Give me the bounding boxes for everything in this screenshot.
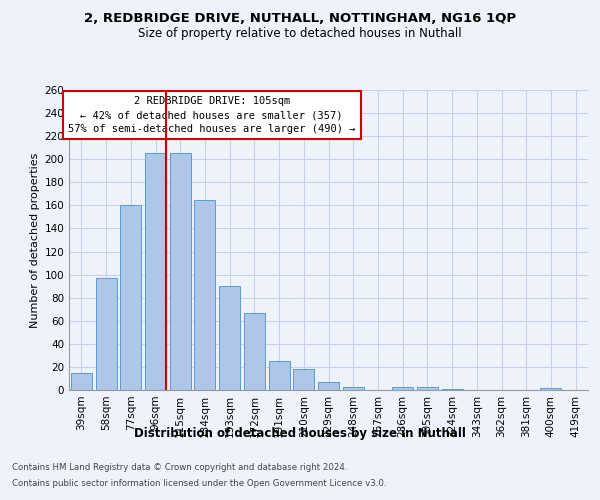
Bar xyxy=(417,386,438,390)
Bar xyxy=(95,278,116,390)
Text: 2 REDBRIDGE DRIVE: 105sqm
← 42% of detached houses are smaller (357)
57% of semi: 2 REDBRIDGE DRIVE: 105sqm ← 42% of detac… xyxy=(68,96,355,134)
Y-axis label: Number of detached properties: Number of detached properties xyxy=(30,152,40,328)
Bar xyxy=(293,369,314,390)
Bar xyxy=(120,206,141,390)
Text: Distribution of detached houses by size in Nuthall: Distribution of detached houses by size … xyxy=(134,428,466,440)
Text: Contains HM Land Registry data © Crown copyright and database right 2024.: Contains HM Land Registry data © Crown c… xyxy=(12,464,347,472)
Bar xyxy=(71,372,92,390)
Bar xyxy=(170,154,191,390)
Text: Size of property relative to detached houses in Nuthall: Size of property relative to detached ho… xyxy=(138,28,462,40)
Bar xyxy=(244,312,265,390)
Bar xyxy=(442,389,463,390)
Bar xyxy=(343,386,364,390)
Bar xyxy=(392,386,413,390)
Bar xyxy=(269,361,290,390)
Bar xyxy=(318,382,339,390)
Text: Contains public sector information licensed under the Open Government Licence v3: Contains public sector information licen… xyxy=(12,478,386,488)
Bar xyxy=(541,388,562,390)
Bar xyxy=(219,286,240,390)
Bar xyxy=(194,200,215,390)
Bar xyxy=(145,154,166,390)
Text: 2, REDBRIDGE DRIVE, NUTHALL, NOTTINGHAM, NG16 1QP: 2, REDBRIDGE DRIVE, NUTHALL, NOTTINGHAM,… xyxy=(84,12,516,26)
